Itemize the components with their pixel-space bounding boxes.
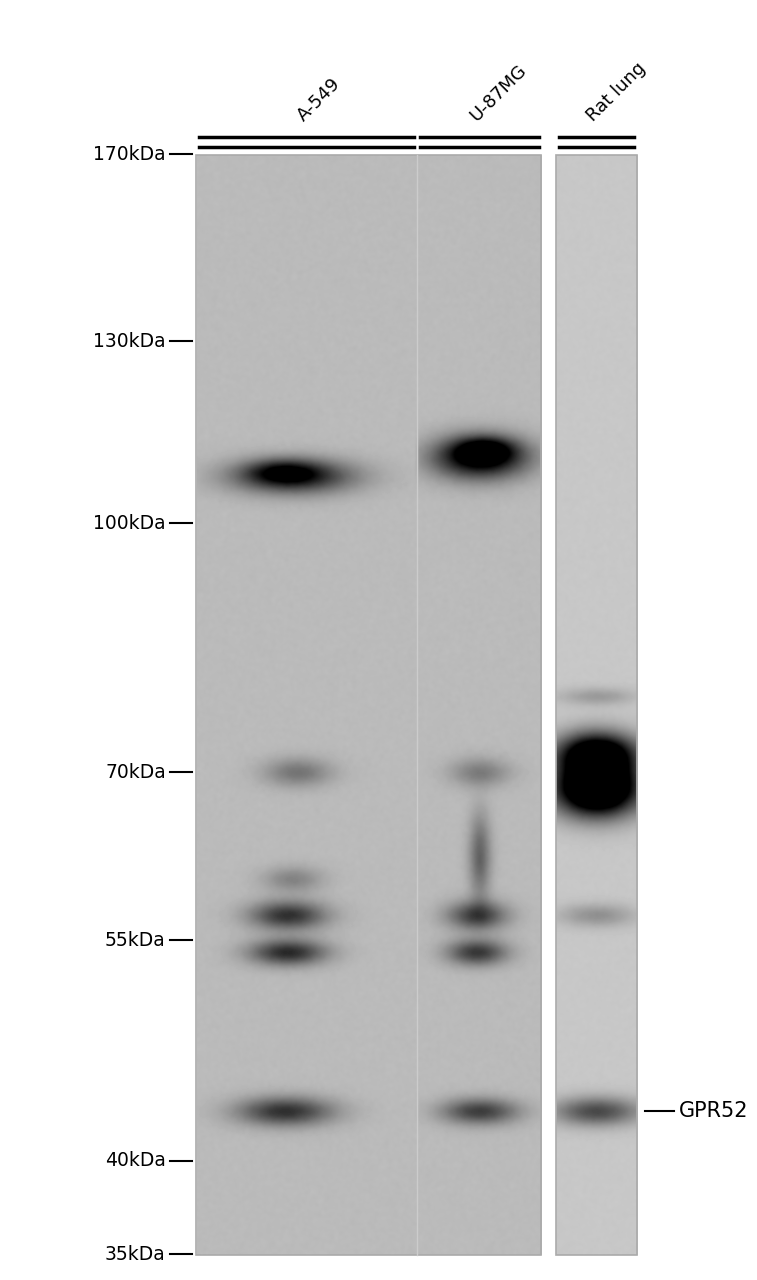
Text: 130kDa: 130kDa: [93, 332, 166, 351]
Text: 55kDa: 55kDa: [105, 931, 166, 950]
Bar: [556, 155, 637, 1254]
Text: 35kDa: 35kDa: [105, 1244, 166, 1263]
Text: 100kDa: 100kDa: [93, 513, 166, 532]
Text: U-87MG: U-87MG: [466, 61, 530, 125]
Bar: [197, 155, 541, 1254]
Text: Rat lung: Rat lung: [584, 59, 650, 125]
Text: 40kDa: 40kDa: [105, 1152, 166, 1170]
Text: 70kDa: 70kDa: [105, 763, 166, 782]
Text: 170kDa: 170kDa: [93, 145, 166, 164]
Text: GPR52: GPR52: [678, 1101, 748, 1121]
Text: A-549: A-549: [294, 74, 344, 125]
